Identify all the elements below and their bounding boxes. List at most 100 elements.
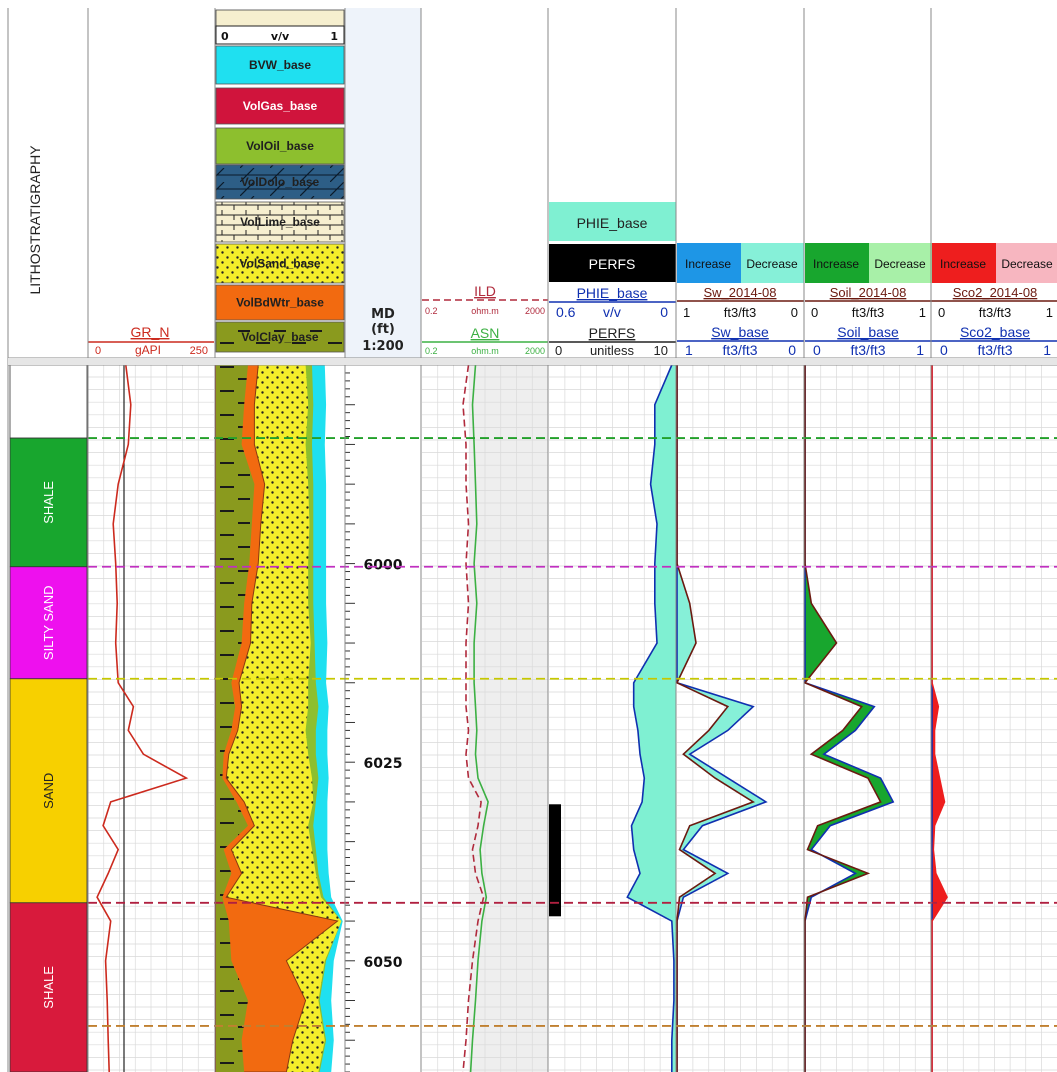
sat-base-max-2: 1 xyxy=(1043,342,1051,358)
depth-label-0: 6000 xyxy=(364,558,403,574)
sat-top-name-2: Sco2_2014-08 xyxy=(953,285,1038,300)
sat-base-name-0: Sw_base xyxy=(711,324,769,340)
vol-scale-box xyxy=(215,25,345,45)
sat-increase-swatch-1 xyxy=(805,243,869,283)
zone-label-3: SAND xyxy=(41,773,56,809)
sat-base-unit-0: ft3/ft3 xyxy=(722,342,757,358)
vol-legend-swatch-1 xyxy=(215,87,345,125)
phie-curve xyxy=(626,364,675,1072)
vol-scale-unit: v/v xyxy=(271,30,290,43)
sat-top-max-1: 1 xyxy=(919,305,926,320)
phie-scale-min: 0.6 xyxy=(556,304,576,320)
vol-legend-label-4: VolLime_base xyxy=(240,215,320,229)
sat-increase-label-0: Increase xyxy=(685,257,731,271)
vol-legend-swatch-7 xyxy=(215,321,345,353)
asn-curve-name: ASN xyxy=(471,325,500,341)
depth-label-1: 6025 xyxy=(364,756,403,772)
sat-increase-swatch-0 xyxy=(677,243,741,283)
zone-block-1 xyxy=(9,437,88,568)
vol-legend-swatch-3 xyxy=(215,164,345,200)
vol-legend-swatch-6 xyxy=(215,284,345,321)
sat-base-name-2: Sco2_base xyxy=(960,324,1030,340)
vol-legend-swatch-0 xyxy=(215,45,345,85)
phie-legend-label: PHIE_base xyxy=(577,215,648,231)
depth-label-2: 6050 xyxy=(364,955,403,971)
sat-increase-swatch-2 xyxy=(932,243,996,283)
vol-legend-top-blank xyxy=(215,9,345,27)
sat-base-max-0: 0 xyxy=(788,342,796,358)
sat-decrease-label-0: Decrease xyxy=(746,257,798,271)
vol-legend-label-2: VolOil_base xyxy=(246,139,314,153)
ild-scale-max: 2000 xyxy=(525,306,545,316)
sat-base-min-0: 1 xyxy=(685,342,693,358)
sat-top-min-0: 1 xyxy=(683,305,690,320)
perfs-legend-label: PERFS xyxy=(589,256,636,272)
zone-label-1: SHALE xyxy=(41,481,56,524)
zone-block-4 xyxy=(9,902,88,1072)
header-separator xyxy=(8,358,1057,365)
phie-fill xyxy=(627,365,676,1072)
sat-base-unit-1: ft3/ft3 xyxy=(850,342,885,358)
sat-change-fill-0 xyxy=(677,365,766,1072)
ild-scale-unit: ohm.m xyxy=(471,306,499,316)
gr-scale-unit: gAPI xyxy=(135,343,161,357)
depth-header-scale: 1:200 xyxy=(362,339,403,354)
vol-scale-max: 1 xyxy=(330,30,338,43)
sat-top-unit-2: ft3/ft3 xyxy=(979,305,1012,320)
vol-legend-swatch-2 xyxy=(215,127,345,165)
vol-legend-label-7: VolClay_base xyxy=(241,330,318,344)
perfs-curve-name: PERFS xyxy=(589,325,636,341)
sat-top-name-1: Soil_2014-08 xyxy=(830,285,907,300)
volumetrics-track xyxy=(215,364,344,1072)
sat-top-unit-1: ft3/ft3 xyxy=(852,305,885,320)
asn-scale-unit: ohm.m xyxy=(471,346,499,356)
sat-base-unit-2: ft3/ft3 xyxy=(977,342,1012,358)
vol-legend-label-5: VolSand_base xyxy=(239,257,320,271)
vol-legend-label-3: VolDolo_base xyxy=(241,175,320,189)
asn-curve xyxy=(469,364,489,1072)
sat-base-max-1: 1 xyxy=(916,342,924,358)
zone-block-2 xyxy=(9,566,88,680)
sat-increase-label-2: Increase xyxy=(940,257,986,271)
sat-base-min-1: 0 xyxy=(813,342,821,358)
sat-change-fill-1 xyxy=(805,365,894,1072)
depth-track-background xyxy=(345,365,421,1072)
sat-increase-label-1: Increase xyxy=(813,257,859,271)
sat-decrease-swatch-0 xyxy=(741,243,804,283)
sat-decrease-label-2: Decrease xyxy=(1001,257,1053,271)
vol-legend: BVW_base VolGas_base VolOil_base VolDolo_ba… xyxy=(215,45,345,353)
vol-legend-label-6: VolBdWtr_base xyxy=(236,296,324,310)
curve-tracks xyxy=(96,364,948,1072)
gr-scale-max: 250 xyxy=(190,345,208,357)
gr-curve-name: GR_N xyxy=(131,324,170,340)
vol-legend-label-0: BVW_base xyxy=(249,58,311,72)
zone-label-4: SHALE xyxy=(41,966,56,1009)
sat-top-name-0: Sw_2014-08 xyxy=(704,285,777,300)
sat-top-max-2: 1 xyxy=(1046,305,1053,320)
vol-legend-swatch-5 xyxy=(215,243,345,284)
ild-curve xyxy=(462,364,485,1072)
header-panel: LITHOSTRATIGRAPHY GR_N 0 gAPI 250 0 v/v … xyxy=(8,8,1057,358)
sat-top-min-2: 0 xyxy=(938,305,945,320)
gr-curve xyxy=(96,364,189,1072)
sat-top-unit-0: ft3/ft3 xyxy=(724,305,757,320)
perfs-scale-min: 0 xyxy=(555,343,562,358)
sat-change-fill-2 xyxy=(932,365,947,1072)
phie-legend-swatch xyxy=(549,202,676,241)
perfs-scale-unit: unitless xyxy=(590,343,635,358)
phie-curve-name: PHIE_base xyxy=(577,285,648,301)
sat-top-max-0: 0 xyxy=(791,305,798,320)
phie-scale-max: 0 xyxy=(660,304,668,320)
zone-label-2: SILTY SAND xyxy=(41,585,56,660)
track-grids xyxy=(88,365,1057,1072)
ild-scale-min: 0.2 xyxy=(425,306,438,316)
zone-column: SHALE SILTY SAND SAND SHALE xyxy=(9,364,88,1072)
depth-header-md: MD xyxy=(371,307,395,322)
phie-scale-unit: v/v xyxy=(603,304,621,320)
depth-header-background xyxy=(345,8,421,358)
vol-legend-label-1: VolGas_base xyxy=(243,99,318,113)
sat-base-curve-1 xyxy=(804,365,895,1072)
sat-2014-curve-2 xyxy=(931,365,948,1072)
formation-tops xyxy=(88,437,1057,1027)
